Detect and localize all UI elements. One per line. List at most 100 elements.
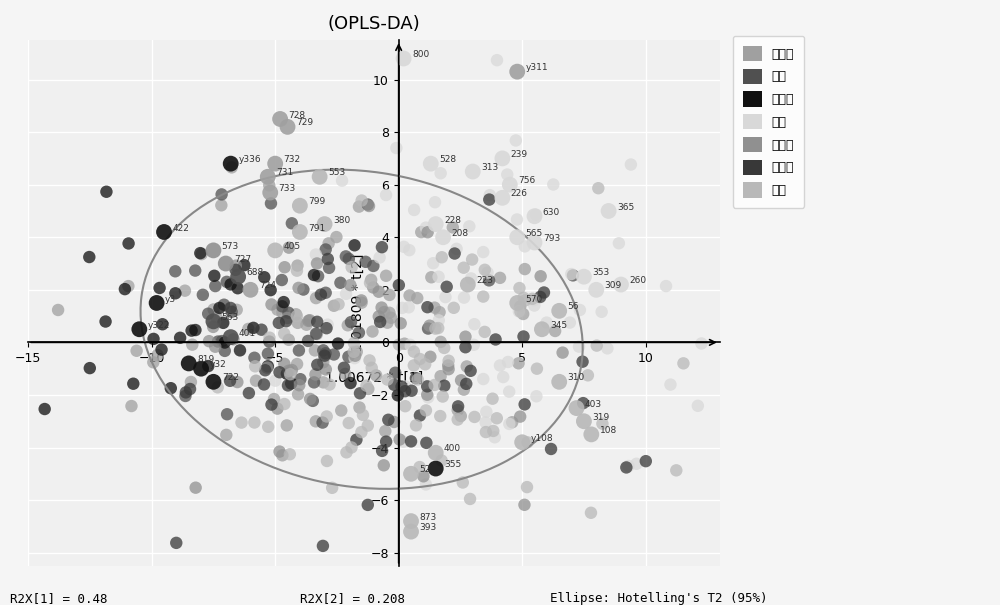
Point xyxy=(146,334,162,344)
Point xyxy=(257,365,273,375)
Point xyxy=(167,289,183,298)
Point xyxy=(344,443,360,453)
Point xyxy=(150,350,166,360)
Point xyxy=(478,417,494,427)
Point xyxy=(352,388,368,398)
Point xyxy=(428,463,444,473)
Point xyxy=(177,391,193,401)
Point xyxy=(210,382,226,392)
Point xyxy=(277,263,293,272)
Point xyxy=(342,280,358,290)
Text: R2X[1] = 0.48: R2X[1] = 0.48 xyxy=(10,592,108,605)
Point xyxy=(223,280,239,289)
Point xyxy=(309,317,325,327)
Point xyxy=(278,316,294,326)
Point xyxy=(208,312,224,322)
Text: 313: 313 xyxy=(481,163,498,172)
Point xyxy=(223,159,239,168)
Point xyxy=(457,332,473,342)
Point xyxy=(224,163,240,172)
Point xyxy=(272,367,288,377)
Point xyxy=(307,370,323,379)
Point xyxy=(360,500,376,510)
Point xyxy=(495,372,511,382)
Point xyxy=(467,412,483,422)
Text: 405: 405 xyxy=(284,242,301,251)
Point xyxy=(270,305,286,315)
Point xyxy=(182,384,198,394)
Point xyxy=(274,301,290,311)
Point xyxy=(195,290,211,299)
Point xyxy=(117,284,133,294)
Point xyxy=(433,168,449,178)
Point xyxy=(315,541,331,551)
Point xyxy=(509,67,525,76)
Point xyxy=(623,160,639,169)
Point xyxy=(386,417,402,427)
Point xyxy=(263,286,279,295)
Point xyxy=(318,348,334,358)
Point xyxy=(82,363,98,373)
Point xyxy=(260,422,276,431)
Point xyxy=(272,114,288,124)
Point xyxy=(555,348,571,358)
Text: 756: 756 xyxy=(518,176,535,185)
Point xyxy=(519,482,535,492)
Point xyxy=(420,393,436,402)
Point xyxy=(178,388,194,397)
Point xyxy=(388,143,404,153)
Point xyxy=(396,339,412,348)
Text: 56: 56 xyxy=(568,302,579,312)
Point xyxy=(434,252,450,262)
Point xyxy=(362,356,378,365)
Point xyxy=(301,316,317,325)
Point xyxy=(354,298,370,307)
Point xyxy=(391,340,407,350)
Point xyxy=(397,387,413,396)
Point xyxy=(309,329,325,339)
Point xyxy=(318,365,334,374)
Point xyxy=(280,122,296,132)
Point xyxy=(379,374,395,384)
Point xyxy=(488,335,504,344)
Point xyxy=(263,299,279,309)
Point xyxy=(532,292,548,302)
Point xyxy=(393,318,409,328)
Point xyxy=(266,394,282,404)
Point xyxy=(290,318,306,328)
Point xyxy=(477,265,493,275)
Point xyxy=(279,420,295,430)
Point xyxy=(436,381,452,391)
Point xyxy=(371,312,387,321)
Point xyxy=(291,381,307,390)
Text: 553: 553 xyxy=(328,168,345,177)
Point xyxy=(280,381,296,390)
Text: 791: 791 xyxy=(308,224,325,232)
Point xyxy=(276,297,292,307)
Point xyxy=(343,378,359,388)
Point xyxy=(430,323,446,333)
Point xyxy=(511,283,527,293)
Text: y108: y108 xyxy=(530,434,553,443)
Point xyxy=(601,206,617,216)
Point xyxy=(316,352,332,362)
Point xyxy=(215,318,231,328)
Point xyxy=(214,336,230,346)
Point xyxy=(620,461,636,471)
Point xyxy=(365,283,381,292)
Text: 563: 563 xyxy=(222,313,239,322)
Point xyxy=(629,459,645,469)
Point xyxy=(279,313,295,323)
Point xyxy=(545,180,561,189)
Point xyxy=(485,394,501,404)
Point xyxy=(236,260,252,270)
Point xyxy=(401,245,417,255)
Point xyxy=(326,350,342,359)
Point xyxy=(312,172,328,182)
Point xyxy=(300,336,316,345)
Point xyxy=(246,417,262,427)
Point xyxy=(211,303,227,313)
Point xyxy=(662,380,678,390)
Point xyxy=(168,538,184,548)
Point xyxy=(390,390,406,400)
